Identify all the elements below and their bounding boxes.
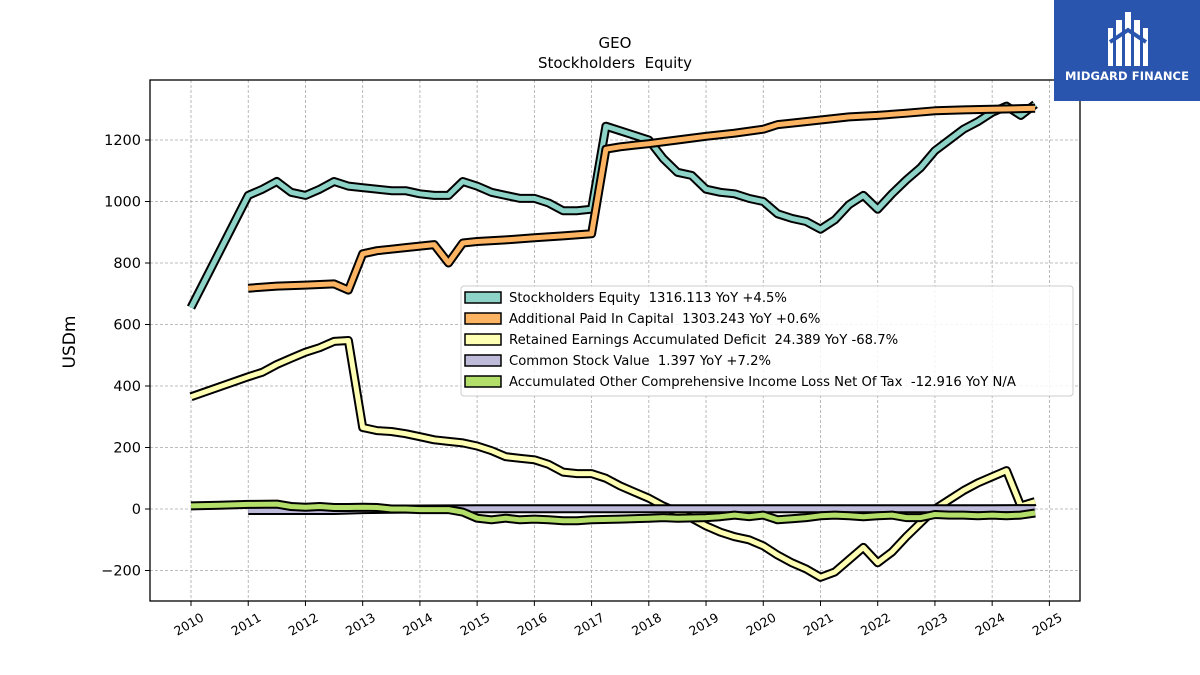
x-tick-label: 2021 (801, 610, 836, 639)
series-2 (189, 336, 1037, 582)
x-tick-label: 2010 (171, 610, 206, 639)
legend: Stockholders Equity 1316.113 YoY +4.5% Ad… (460, 285, 1074, 397)
y-tick-label: 200 (113, 441, 141, 457)
series-1 (247, 103, 1036, 295)
x-tick-label: 2016 (515, 610, 550, 639)
y-tick-label: 1000 (104, 195, 141, 211)
legend-label: Stockholders Equity 1316.113 YoY +4.5% (509, 291, 787, 306)
x-tick-label: 2025 (1030, 610, 1065, 639)
legend-label: Retained Earnings Accumulated Deficit 24… (509, 333, 898, 348)
series-line (248, 105, 1036, 293)
x-tick-label: 2020 (743, 610, 778, 639)
series-line (188, 102, 1037, 309)
x-tick-label: 2023 (915, 610, 950, 639)
x-tick-label: 2018 (629, 610, 664, 639)
y-tick-label: 600 (113, 318, 141, 334)
x-tick-label: 2019 (686, 610, 721, 639)
series-line (190, 338, 1036, 580)
x-tick-label: 2011 (228, 610, 263, 639)
legend-swatch (464, 375, 502, 388)
series-line (190, 501, 1036, 524)
legend-swatch (464, 354, 502, 367)
legend-swatch (464, 312, 502, 325)
legend-label: Accumulated Other Comprehensive Income L… (509, 375, 1016, 390)
y-tick-label: 400 (113, 379, 141, 395)
y-axis-label: USDm (60, 316, 80, 369)
x-tick-label: 2017 (572, 610, 607, 639)
x-tick-label: 2015 (457, 610, 492, 639)
x-tick-label: 2013 (343, 610, 378, 639)
brand-logo: MIDGARD FINANCE (1054, 0, 1200, 101)
chart-subtitle: Stockholders Equity (538, 54, 692, 72)
legend-swatch (464, 333, 502, 346)
series-outline (186, 100, 1038, 310)
x-tick-label: 2024 (972, 610, 1007, 639)
y-tick-label: 1200 (104, 133, 141, 149)
x-tick-label: 2022 (858, 610, 893, 639)
chart-title: GEO (599, 34, 632, 52)
legend-swatch (464, 291, 502, 304)
x-tick-label: 2014 (400, 610, 435, 639)
x-tick-label: 2012 (286, 610, 321, 639)
series-4 (190, 499, 1036, 526)
y-tick-label: 800 (113, 256, 141, 272)
series-0 (186, 100, 1038, 310)
series-lines (186, 100, 1038, 582)
plot-area-frame (149, 79, 1081, 602)
y-tick-label: −200 (101, 564, 141, 580)
legend-label: Additional Paid In Capital 1303.243 YoY … (509, 312, 820, 327)
legend-label: Common Stock Value 1.397 YoY +7.2% (509, 354, 771, 369)
brand-name: MIDGARD FINANCE (1064, 69, 1190, 83)
legend-box (460, 285, 1074, 397)
midgard-logo-icon (1108, 12, 1148, 66)
y-tick-label: 0 (132, 502, 141, 518)
